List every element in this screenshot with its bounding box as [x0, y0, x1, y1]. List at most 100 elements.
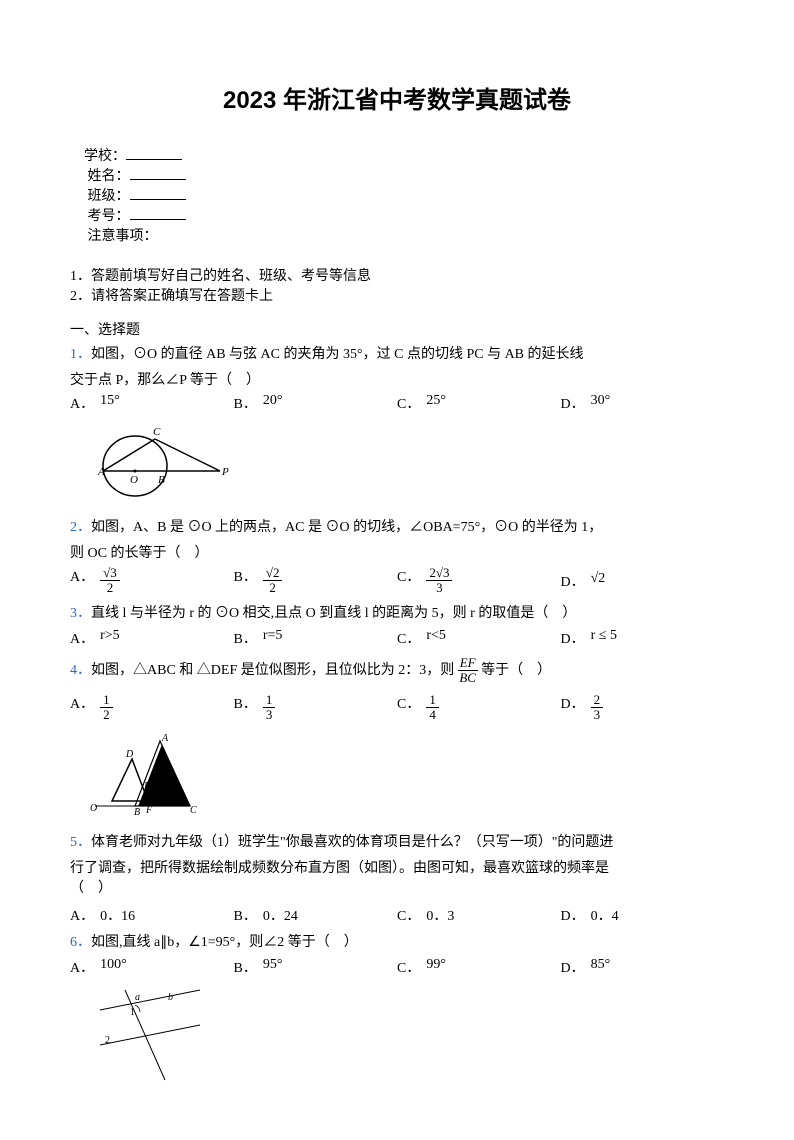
q6-optD-lbl: D．: [561, 957, 585, 977]
q4-optD: 23: [591, 693, 604, 723]
q6-num: 6．: [70, 935, 91, 950]
label-examno: 考号：: [84, 209, 130, 224]
q2-options: A． √32 B． √22 C． 2√33 D． √2: [70, 566, 724, 596]
question-5: 5．体育老师对九年级（1）班学生"你最喜欢的体育项目是什么？（只写一项）"的问题…: [70, 831, 724, 851]
student-info-line: 学校： 姓名： 班级： 考号： 注意事项：: [70, 129, 724, 261]
q5-optB: 0．24: [263, 905, 298, 925]
svg-text:2: 2: [105, 1035, 110, 1046]
question-1: 1．如图，⊙O 的直径 AB 与弦 AC 的夹角为 35°，过 C 点的切线 P…: [70, 343, 724, 363]
q2-optC-lbl: C．: [397, 566, 420, 586]
q4-frac: EFBC: [458, 656, 478, 686]
q3-text: 直线 l 与半径为 r 的 ⊙O 相交,且点 O 到直线 l 的距离为 5，则 …: [91, 606, 576, 621]
q4-optC-lbl: C．: [397, 693, 420, 713]
q2-optD-lbl: D．: [561, 571, 585, 591]
q1-text2: 交于点 P，那么∠P 等于（ ）: [70, 369, 724, 389]
q6-optC: 99°: [426, 957, 446, 973]
q3-optA-lbl: A．: [70, 628, 94, 648]
q5-optC-lbl: C．: [397, 905, 420, 925]
svg-text:O: O: [90, 803, 97, 814]
svg-text:A: A: [97, 466, 105, 478]
svg-text:a: a: [135, 992, 140, 1003]
q2-text2: 则 OC 的长等于（ ）: [70, 542, 724, 562]
q2-optA-lbl: A．: [70, 566, 94, 586]
question-4: 4．如图，△ABC 和 △DEF 是位似图形，且位似比为 2：3，则 EFBC …: [70, 656, 724, 686]
question-3: 3．直线 l 与半径为 r 的 ⊙O 相交,且点 O 到直线 l 的距离为 5，…: [70, 602, 724, 622]
q6-optB: 95°: [263, 957, 283, 973]
q2-optC: 2√33: [426, 566, 452, 596]
svg-text:O: O: [130, 474, 138, 486]
q3-num: 3．: [70, 606, 91, 621]
svg-text:A: A: [161, 733, 169, 744]
svg-text:b: b: [168, 992, 173, 1003]
svg-text:B: B: [158, 474, 165, 486]
q4-optC: 14: [426, 693, 439, 723]
q1-optA: 15°: [100, 393, 120, 409]
question-2: 2．如图，A、B 是 ⊙O 上的两点，AC 是 ⊙O 的切线，∠OBA=75°，…: [70, 516, 724, 536]
q5-optD-lbl: D．: [561, 905, 585, 925]
label-name: 姓名：: [84, 169, 130, 184]
q4-diagram: A D E O F B C: [90, 731, 724, 821]
svg-text:B: B: [134, 807, 140, 816]
notice-1: 1．答题前填写好自己的姓名、班级、考号等信息: [70, 265, 724, 285]
q4-optD-lbl: D．: [561, 693, 585, 713]
svg-text:F: F: [145, 805, 153, 816]
q6-optD: 85°: [591, 957, 611, 973]
svg-text:C: C: [153, 426, 161, 438]
notice-2: 2．请将答案正确填写在答题卡上: [70, 285, 724, 305]
q1-text: 如图，⊙O 的直径 AB 与弦 AC 的夹角为 35°，过 C 点的切线 PC …: [91, 347, 584, 362]
question-6: 6．如图,直线 a∥b，∠1=95°，则∠2 等于（ ）: [70, 931, 724, 951]
q3-optD: r ≤ 5: [591, 628, 617, 644]
q5-text2: 行了调查，把所得数据绘制成频数分布直方图（如图）。由图可知，最喜欢篮球的频率是: [70, 857, 724, 877]
q4-text: 如图，△ABC 和 △DEF 是位似图形，且位似比为 2：3，则: [91, 663, 458, 678]
svg-text:P: P: [221, 466, 229, 478]
q6-optC-lbl: C．: [397, 957, 420, 977]
q5-text: 体育老师对九年级（1）班学生"你最喜欢的体育项目是什么？（只写一项）"的问题进: [91, 835, 613, 850]
q5-optD: 0．4: [591, 905, 619, 925]
q6-text: 如图,直线 a∥b，∠1=95°，则∠2 等于（ ）: [91, 935, 358, 950]
q1-optC: 25°: [426, 393, 446, 409]
label-class: 班级：: [84, 189, 130, 204]
svg-text:E: E: [143, 781, 150, 792]
q5-num: 5．: [70, 835, 91, 850]
section-title: 一、选择题: [70, 319, 724, 339]
q2-optD: √2: [591, 571, 606, 587]
q6-optA-lbl: A．: [70, 957, 94, 977]
svg-text:C: C: [190, 805, 197, 816]
svg-text:D: D: [125, 749, 134, 760]
q2-optB-lbl: B．: [234, 566, 257, 586]
q4-num: 4．: [70, 663, 91, 678]
q5-options: A．0．16 B．0．24 C．0．3 D．0．4: [70, 905, 724, 925]
q1-options: A． 15° B． 20° C． 25° D． 30°: [70, 393, 724, 413]
q6-diagram: a b 2 1: [90, 985, 724, 1090]
q6-options: A． 100° B． 95° C． 99° D． 85°: [70, 957, 724, 977]
q6-optB-lbl: B．: [234, 957, 257, 977]
exam-title: 2023 年浙江省中考数学真题试卷: [70, 80, 724, 115]
q1-optD-lbl: D．: [561, 393, 585, 413]
q3-optB: r=5: [263, 628, 283, 644]
q2-optB: √22: [263, 566, 283, 596]
q2-optA: √32: [100, 566, 120, 596]
svg-text:1: 1: [130, 1007, 135, 1018]
q4-text2: 等于（ ）: [481, 663, 551, 678]
q6-optA: 100°: [100, 957, 127, 973]
q1-optC-lbl: C．: [397, 393, 420, 413]
q3-optD-lbl: D．: [561, 628, 585, 648]
q1-diagram: A C P B O: [90, 421, 724, 506]
q1-optD: 30°: [591, 393, 611, 409]
q4-optA-lbl: A．: [70, 693, 94, 713]
q3-optB-lbl: B．: [234, 628, 257, 648]
q3-optC: r<5: [426, 628, 446, 644]
q2-num: 2．: [70, 520, 91, 535]
q5-optA: 0．16: [100, 905, 135, 925]
q3-options: A． r>5 B． r=5 C． r<5 D． r ≤ 5: [70, 628, 724, 648]
q5-optC: 0．3: [426, 905, 454, 925]
q5-optA-lbl: A．: [70, 905, 94, 925]
q1-optA-lbl: A．: [70, 393, 94, 413]
q3-optA: r>5: [100, 628, 120, 644]
q4-optB: 13: [263, 693, 276, 723]
q3-optC-lbl: C．: [397, 628, 420, 648]
q2-text: 如图，A、B 是 ⊙O 上的两点，AC 是 ⊙O 的切线，∠OBA=75°，⊙O…: [91, 520, 602, 535]
q4-optA: 12: [100, 693, 113, 723]
q1-optB-lbl: B．: [234, 393, 257, 413]
q1-optB: 20°: [263, 393, 283, 409]
